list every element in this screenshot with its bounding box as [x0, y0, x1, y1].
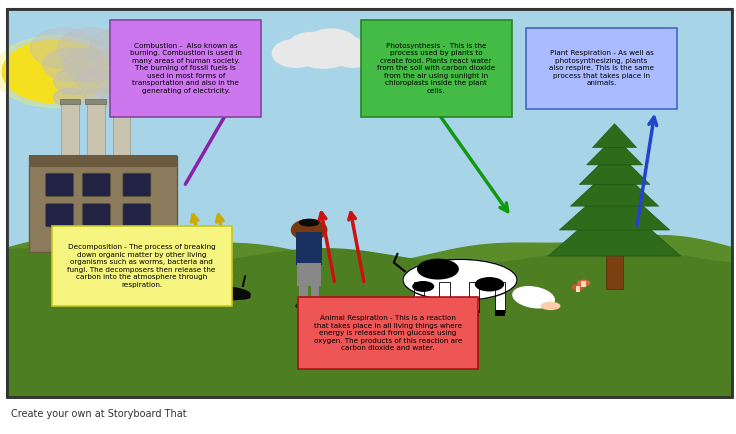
FancyBboxPatch shape — [414, 282, 424, 312]
FancyBboxPatch shape — [576, 286, 580, 292]
Ellipse shape — [522, 297, 538, 304]
FancyBboxPatch shape — [29, 156, 177, 252]
Circle shape — [320, 35, 364, 61]
FancyBboxPatch shape — [111, 99, 132, 104]
Ellipse shape — [308, 303, 321, 309]
Circle shape — [88, 48, 144, 81]
FancyBboxPatch shape — [439, 310, 450, 316]
Circle shape — [0, 36, 116, 108]
FancyBboxPatch shape — [87, 102, 105, 161]
Circle shape — [2, 40, 108, 103]
FancyBboxPatch shape — [52, 226, 232, 306]
FancyBboxPatch shape — [61, 102, 79, 161]
Circle shape — [54, 88, 86, 107]
Text: Create your own at Storyboard That: Create your own at Storyboard That — [11, 409, 187, 420]
Circle shape — [291, 220, 327, 240]
Polygon shape — [579, 150, 650, 184]
Circle shape — [30, 28, 98, 68]
Circle shape — [89, 28, 157, 68]
Text: Decomposition - The process of breaking
down organic matter by other living
orga: Decomposition - The process of breaking … — [68, 244, 216, 288]
Ellipse shape — [513, 286, 554, 308]
Ellipse shape — [300, 220, 319, 226]
FancyBboxPatch shape — [414, 310, 424, 316]
FancyBboxPatch shape — [469, 282, 479, 312]
Ellipse shape — [403, 259, 517, 301]
Text: Photosynthesis -  This is the
process used by plants to
create food. Plants reac: Photosynthesis - This is the process use… — [377, 43, 495, 94]
Circle shape — [293, 32, 355, 68]
Ellipse shape — [417, 259, 458, 279]
Circle shape — [110, 88, 143, 107]
Ellipse shape — [213, 291, 250, 299]
FancyBboxPatch shape — [311, 284, 319, 306]
Circle shape — [305, 29, 358, 60]
Circle shape — [85, 88, 117, 107]
FancyBboxPatch shape — [85, 99, 106, 104]
Circle shape — [63, 48, 119, 81]
FancyBboxPatch shape — [46, 204, 74, 227]
FancyBboxPatch shape — [123, 173, 151, 197]
Ellipse shape — [296, 303, 309, 309]
Polygon shape — [559, 180, 670, 230]
Ellipse shape — [475, 278, 503, 291]
Circle shape — [78, 248, 99, 260]
Circle shape — [122, 248, 143, 260]
FancyBboxPatch shape — [67, 236, 158, 256]
FancyBboxPatch shape — [123, 204, 151, 227]
FancyBboxPatch shape — [439, 282, 450, 312]
Circle shape — [97, 68, 141, 94]
Circle shape — [54, 68, 98, 94]
Circle shape — [83, 251, 93, 257]
Ellipse shape — [578, 280, 590, 286]
FancyBboxPatch shape — [495, 282, 505, 312]
FancyBboxPatch shape — [581, 281, 586, 287]
Ellipse shape — [184, 286, 250, 300]
FancyBboxPatch shape — [29, 155, 177, 167]
Circle shape — [127, 251, 138, 257]
FancyBboxPatch shape — [46, 173, 74, 197]
FancyBboxPatch shape — [469, 310, 479, 316]
Ellipse shape — [413, 282, 434, 291]
Ellipse shape — [518, 294, 534, 300]
FancyBboxPatch shape — [7, 9, 732, 397]
FancyBboxPatch shape — [82, 204, 110, 227]
Polygon shape — [592, 124, 637, 148]
Ellipse shape — [185, 284, 220, 293]
FancyBboxPatch shape — [298, 297, 478, 369]
Circle shape — [272, 39, 319, 67]
FancyBboxPatch shape — [495, 310, 505, 316]
FancyBboxPatch shape — [526, 28, 677, 108]
Text: Combustion -  Also known as
burning. Combustion is used in
many areas of human s: Combustion - Also known as burning. Comb… — [130, 43, 242, 94]
FancyBboxPatch shape — [110, 20, 261, 117]
Polygon shape — [548, 197, 681, 256]
Circle shape — [287, 33, 337, 62]
Text: Animal Respiration - This is a reaction
that takes place in all living things wh: Animal Respiration - This is a reaction … — [314, 315, 462, 351]
Circle shape — [177, 283, 199, 296]
FancyBboxPatch shape — [299, 284, 308, 306]
Circle shape — [57, 28, 125, 68]
FancyBboxPatch shape — [361, 20, 512, 117]
FancyBboxPatch shape — [297, 263, 321, 286]
Polygon shape — [570, 165, 659, 206]
Circle shape — [331, 41, 375, 67]
Ellipse shape — [529, 297, 545, 304]
Polygon shape — [587, 137, 643, 165]
Ellipse shape — [572, 285, 584, 290]
Text: Plant Respiration - As well as
photosynthesizing, plants
also respire. This is t: Plant Respiration - As well as photosynt… — [549, 50, 654, 86]
FancyBboxPatch shape — [113, 102, 130, 161]
FancyBboxPatch shape — [136, 241, 149, 252]
FancyBboxPatch shape — [82, 173, 110, 197]
FancyBboxPatch shape — [606, 252, 623, 289]
FancyBboxPatch shape — [296, 232, 322, 265]
Ellipse shape — [438, 300, 467, 310]
Ellipse shape — [541, 302, 560, 309]
FancyBboxPatch shape — [60, 99, 80, 104]
Circle shape — [43, 48, 99, 81]
Circle shape — [77, 68, 121, 94]
